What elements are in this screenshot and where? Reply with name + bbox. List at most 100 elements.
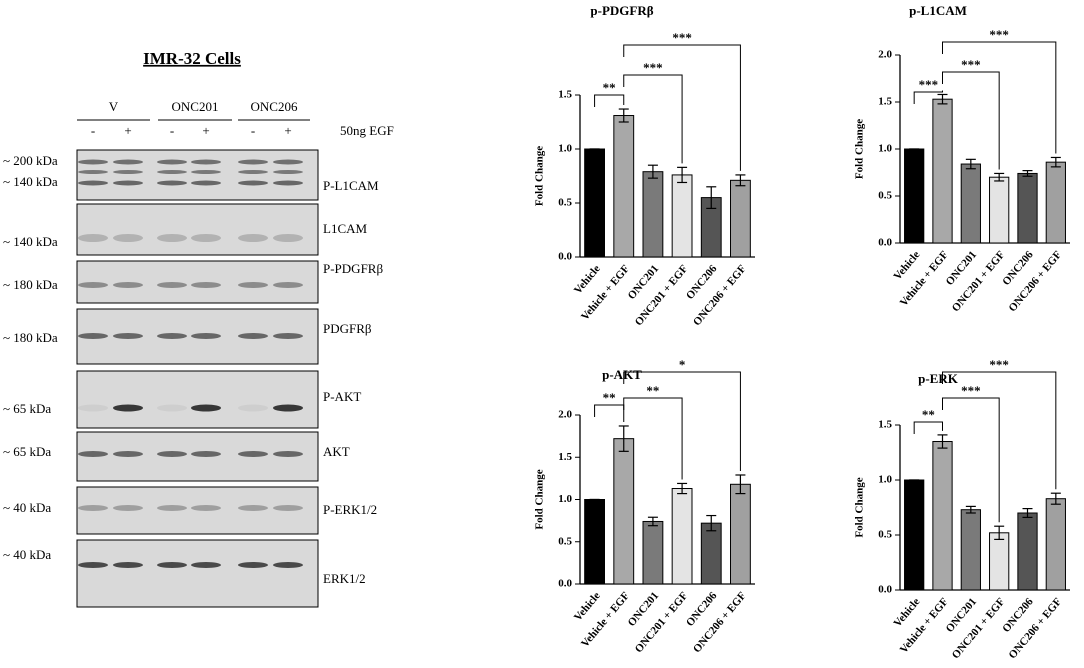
blot-band	[191, 333, 221, 339]
blot-band	[113, 562, 143, 568]
bar	[730, 483, 751, 585]
blot-band	[191, 180, 221, 186]
error-bar	[965, 505, 976, 514]
bar	[932, 98, 953, 244]
blot-band	[113, 170, 143, 174]
blot-band	[191, 234, 221, 242]
y-tick-label: 0.0	[878, 237, 892, 249]
blot-title: IMR-32 Cells	[143, 49, 241, 68]
blot-band	[157, 159, 187, 165]
x-tick-label: ONC201 + EGF	[633, 263, 691, 329]
blot-band	[273, 159, 303, 165]
blot-band	[157, 451, 187, 457]
blot-band	[273, 333, 303, 339]
blot-band	[191, 282, 221, 288]
bar	[1045, 161, 1066, 244]
blot-band	[113, 159, 143, 165]
blot-band	[238, 505, 268, 511]
error-bar	[735, 174, 746, 187]
y-axis-label: Fold Change	[534, 146, 546, 206]
treatment-label: 50ng EGF	[340, 123, 394, 138]
blot-band	[191, 505, 221, 511]
y-tick-label: 1.5	[878, 96, 892, 108]
marker-label: ~ 200 kDa	[3, 153, 58, 168]
bar	[671, 174, 693, 258]
error-bar	[647, 164, 658, 179]
blot-band	[157, 170, 187, 174]
y-tick-label: 1.0	[558, 493, 572, 505]
bar	[1017, 172, 1038, 244]
blot-band	[157, 333, 187, 339]
error-bar	[706, 514, 717, 532]
chart-title: p-AKT	[602, 367, 642, 382]
row-label: P-ERK1/2	[323, 502, 377, 517]
lane-label: -	[170, 123, 174, 138]
blot-band	[191, 404, 221, 412]
blot-band	[238, 159, 268, 165]
blot-band	[273, 180, 303, 186]
marker-label: ~ 65 kDa	[3, 444, 51, 459]
error-bar	[1022, 170, 1033, 177]
y-tick-label: 2.0	[558, 409, 572, 421]
y-tick-label: 1.5	[558, 89, 572, 101]
blot-band	[238, 170, 268, 174]
blot-band	[273, 451, 303, 457]
y-tick-label: 1.5	[878, 419, 892, 431]
blot-band	[191, 170, 221, 174]
marker-label: ~ 40 kDa	[3, 547, 51, 562]
error-bar	[1022, 508, 1033, 519]
y-tick-label: 0.0	[558, 578, 572, 590]
row-label: P-L1CAM	[323, 178, 379, 193]
blot-band	[113, 505, 143, 511]
bar	[989, 176, 1010, 244]
significance-bracket	[623, 74, 683, 164]
significance-bracket	[942, 71, 1000, 170]
error-bar	[618, 108, 629, 123]
significance-label: ***	[961, 57, 981, 72]
bar	[700, 522, 722, 585]
error-bar	[937, 93, 948, 105]
significance-label: **	[922, 407, 935, 422]
bar	[584, 148, 606, 258]
blot-band	[113, 451, 143, 457]
blot-band	[273, 505, 303, 511]
blot-panel	[76, 370, 319, 429]
row-label: PDGFRβ	[323, 321, 372, 336]
blot-band	[157, 404, 187, 412]
chart-title: p-L1CAM	[909, 3, 967, 18]
significance-label: ***	[643, 60, 663, 75]
bar	[904, 479, 925, 591]
bar	[960, 163, 981, 244]
blot-band	[238, 333, 268, 339]
blot-band	[273, 404, 303, 412]
group-label: V	[109, 99, 119, 114]
error-bar	[735, 474, 746, 495]
x-tick-label: ONC206 + EGF	[691, 590, 749, 656]
blot-band	[157, 505, 187, 511]
bar	[960, 509, 981, 591]
significance-bracket	[623, 397, 683, 480]
lane-label: +	[284, 123, 291, 138]
x-tick-label: ONC201 + EGF	[633, 590, 691, 656]
significance-bracket	[913, 421, 943, 434]
significance-bracket	[623, 44, 741, 171]
blot-band	[157, 562, 187, 568]
blot-band	[238, 282, 268, 288]
significance-label: ***	[961, 383, 981, 398]
error-bar	[994, 172, 1005, 182]
significance-bracket	[942, 371, 1057, 490]
x-tick-label: ONC206 + EGF	[1006, 249, 1064, 315]
blot-band	[113, 234, 143, 242]
lane-label: -	[251, 123, 255, 138]
blot-panel	[76, 431, 319, 482]
error-bar	[1050, 156, 1061, 168]
blot-band	[157, 180, 187, 186]
blot-band	[238, 180, 268, 186]
group-label: ONC206	[251, 99, 298, 114]
significance-label: ***	[919, 77, 939, 92]
significance-bracket	[623, 371, 741, 471]
blot-band	[113, 404, 143, 412]
error-bar	[937, 434, 948, 449]
blot-band	[78, 562, 108, 568]
y-tick-label: 1.0	[558, 143, 572, 155]
